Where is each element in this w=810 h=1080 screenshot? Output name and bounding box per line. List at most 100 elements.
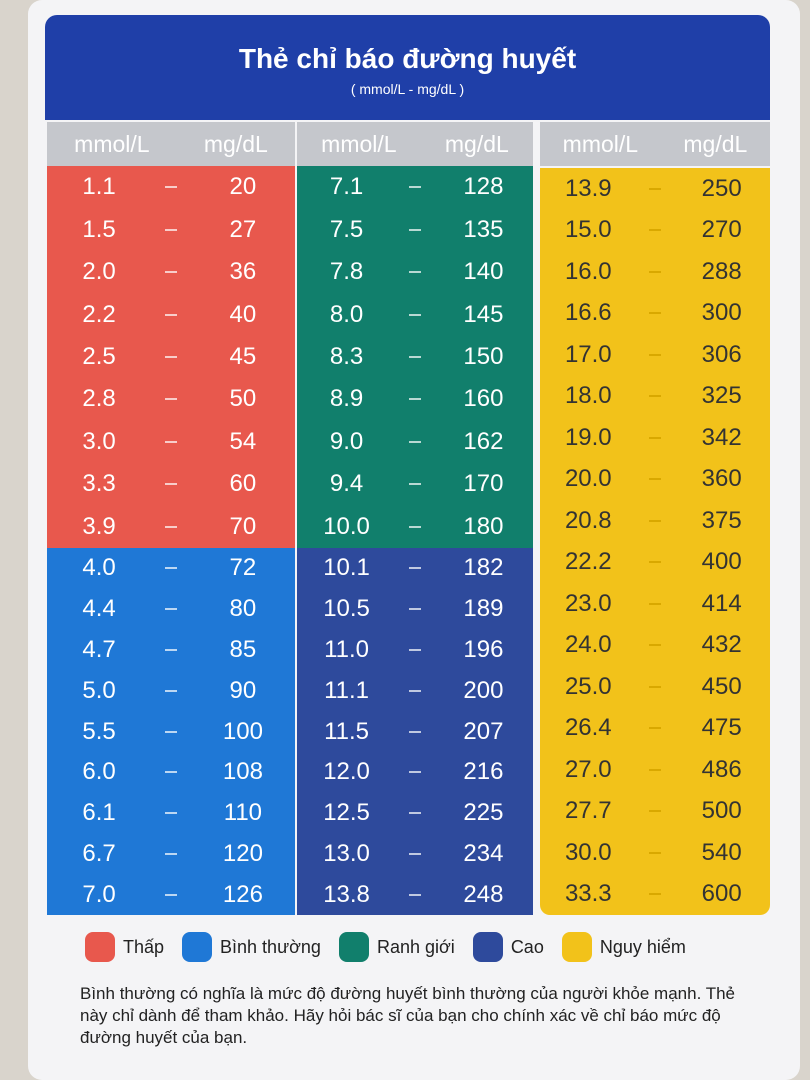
mgdl-value: 325 bbox=[701, 382, 742, 410]
separator bbox=[637, 727, 674, 730]
mgdl-value: 360 bbox=[701, 465, 742, 493]
mmol-value: 11.1 bbox=[324, 676, 370, 704]
mgdl-value: 270 bbox=[701, 216, 742, 244]
table-row: 1.1 20 bbox=[47, 166, 295, 208]
table-row: 12.0 216 bbox=[297, 752, 533, 793]
table-row: 3.9 70 bbox=[47, 506, 295, 548]
table-row: 8.3 150 bbox=[297, 336, 533, 378]
separator bbox=[151, 852, 191, 855]
dash bbox=[164, 648, 177, 651]
separator bbox=[151, 440, 191, 443]
mgdl-value: 160 bbox=[463, 385, 504, 413]
dash bbox=[164, 440, 177, 443]
mmol-value: 16.6 bbox=[564, 299, 612, 327]
header-cell: mmol/L bbox=[321, 130, 397, 157]
range-block: 10.1 182 10.5 189 11.0 196 11.1 200 11.5 207 12.0 2… bbox=[297, 548, 533, 915]
mgdl-value: 375 bbox=[701, 506, 742, 534]
mgdl-value: 60 bbox=[229, 470, 257, 498]
mgdl-value: 300 bbox=[701, 299, 742, 327]
table-row: 13.8 248 bbox=[297, 874, 533, 915]
mgdl-value: 126 bbox=[222, 880, 263, 908]
separator bbox=[396, 730, 434, 733]
mgdl-value: 182 bbox=[463, 554, 504, 582]
subtitle: ( mmol/L - mg/dL ) bbox=[350, 81, 465, 97]
mmol-value: 27.7 bbox=[564, 797, 612, 825]
table-row: 9.4 170 bbox=[297, 463, 533, 505]
table-row: 8.9 160 bbox=[297, 378, 533, 420]
table-row: 18.0 325 bbox=[540, 376, 770, 418]
mmol-value: 20.0 bbox=[564, 465, 612, 493]
mmol-value: 3.0 bbox=[82, 427, 116, 455]
mgdl-value: 128 bbox=[463, 173, 504, 201]
dash bbox=[164, 228, 177, 231]
mgdl-value: 189 bbox=[463, 595, 504, 623]
mgdl-value: 110 bbox=[223, 799, 263, 827]
separator bbox=[637, 229, 674, 232]
mgdl-value: 207 bbox=[463, 717, 504, 745]
legend-label: Nguy hiểm bbox=[599, 936, 686, 957]
mgdl-value: 70 bbox=[229, 512, 257, 540]
header-cell: mmol/L bbox=[562, 130, 639, 157]
table-row: 27.7 500 bbox=[540, 791, 770, 833]
dash bbox=[408, 608, 421, 611]
table-row: 2.5 45 bbox=[47, 336, 295, 378]
separator bbox=[151, 228, 191, 231]
dash bbox=[648, 229, 661, 232]
separator bbox=[637, 644, 674, 647]
mmol-value: 3.3 bbox=[82, 470, 116, 498]
mgdl-value: 475 bbox=[701, 714, 742, 742]
separator bbox=[396, 186, 434, 189]
table-row: 5.5 100 bbox=[47, 711, 295, 752]
range-block: 1.1 20 1.5 27 2.0 36 2.2 40 2.5 45 2.8 50 3.0 54 3.3 60… bbox=[47, 166, 295, 548]
dash bbox=[408, 812, 421, 815]
separator bbox=[151, 567, 191, 570]
separator bbox=[396, 355, 434, 358]
table-row: 7.1 128 bbox=[297, 166, 533, 208]
separator bbox=[637, 893, 674, 896]
dash bbox=[648, 685, 661, 688]
separator bbox=[637, 312, 674, 315]
mmol-value: 8.0 bbox=[329, 300, 364, 328]
dash bbox=[648, 644, 661, 647]
dash bbox=[648, 602, 661, 605]
legend-swatch bbox=[182, 932, 213, 962]
note: Bình thường có nghĩa là mức độ đường huy… bbox=[80, 984, 736, 1047]
dash bbox=[408, 228, 421, 231]
dash bbox=[408, 730, 421, 733]
table-row: 22.2 400 bbox=[540, 542, 770, 584]
table-row: 20.0 360 bbox=[540, 459, 770, 501]
mmol-value: 7.8 bbox=[329, 258, 364, 286]
legend-swatch bbox=[85, 932, 115, 962]
legend-item: Bình thường bbox=[182, 932, 321, 962]
mmol-value: 30.0 bbox=[564, 838, 612, 866]
separator bbox=[396, 608, 434, 611]
table-row: 6.0 108 bbox=[47, 752, 295, 793]
mgdl-value: 85 bbox=[229, 635, 257, 663]
separator bbox=[396, 313, 434, 316]
separator bbox=[151, 398, 191, 401]
dash bbox=[164, 771, 177, 774]
mgdl-value: 72 bbox=[229, 554, 257, 582]
separator bbox=[637, 851, 674, 854]
mgdl-value: 50 bbox=[229, 385, 257, 413]
dash bbox=[408, 271, 421, 274]
table-row: 13.0 234 bbox=[297, 833, 533, 874]
separator bbox=[151, 608, 191, 611]
mgdl-value: 140 bbox=[463, 258, 504, 286]
separator bbox=[151, 730, 191, 733]
mmol-value: 8.9 bbox=[329, 385, 364, 413]
dash bbox=[648, 436, 661, 439]
mmol-value: 5.0 bbox=[82, 676, 116, 704]
mgdl-value: 36 bbox=[229, 258, 257, 286]
mmol-value: 4.4 bbox=[82, 595, 116, 623]
dash bbox=[408, 398, 421, 401]
table-row: 16.6 300 bbox=[540, 293, 770, 335]
mgdl-value: 20 bbox=[229, 173, 257, 201]
separator bbox=[637, 270, 674, 273]
separator bbox=[637, 685, 674, 688]
separator bbox=[396, 771, 434, 774]
mmol-value: 1.5 bbox=[82, 215, 116, 243]
range-block: 7.1 128 7.5 135 7.8 140 8.0 145 8.3 150 8.9 160 9.0 1… bbox=[297, 166, 533, 548]
mgdl-value: 288 bbox=[701, 257, 742, 285]
